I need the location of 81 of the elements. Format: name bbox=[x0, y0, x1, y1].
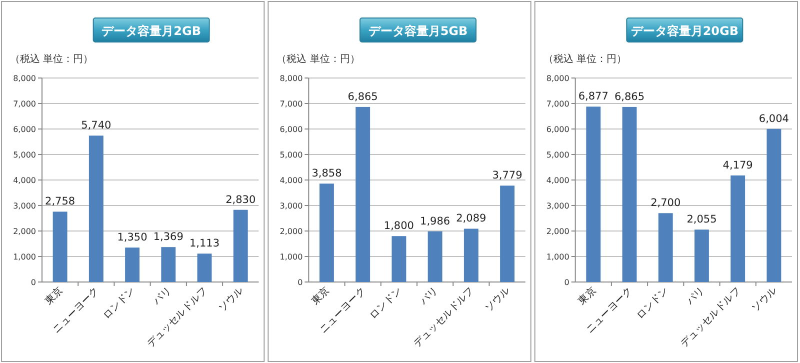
bar bbox=[161, 247, 176, 282]
data-label: 5,740 bbox=[81, 120, 112, 132]
bar bbox=[500, 186, 514, 282]
chart-subtitle: （税込 単位：円） bbox=[543, 53, 627, 65]
y-tick-label: 3,000 bbox=[280, 202, 303, 210]
bar bbox=[622, 106, 637, 282]
y-tick-label: 8,000 bbox=[546, 74, 570, 83]
y-tick-label: 2,000 bbox=[13, 227, 36, 236]
y-tick-label: 7,000 bbox=[280, 100, 303, 108]
chart-subtitle: （税込 単位：円） bbox=[276, 53, 360, 65]
data-label: 4,179 bbox=[722, 159, 753, 172]
bar bbox=[52, 212, 68, 282]
data-label: 1,369 bbox=[153, 231, 184, 244]
y-tick-label: 3,000 bbox=[13, 202, 36, 210]
bar bbox=[197, 254, 212, 282]
y-tick-label: 1,000 bbox=[546, 252, 570, 262]
data-label: 2,700 bbox=[650, 197, 681, 210]
y-tick-label: 5,000 bbox=[280, 150, 303, 160]
data-label: 2,055 bbox=[686, 214, 717, 226]
y-tick-label: 5,000 bbox=[13, 150, 36, 160]
x-tick-label: 東京 bbox=[309, 284, 332, 308]
data-label: 6,877 bbox=[578, 90, 608, 103]
y-tick-label: 4,000 bbox=[280, 176, 303, 185]
chart-title: データ容量月5GB bbox=[368, 24, 468, 38]
bar bbox=[658, 213, 673, 282]
bar bbox=[766, 128, 782, 282]
bar bbox=[428, 231, 442, 282]
bar bbox=[586, 106, 601, 282]
chart-title: データ容量月20GB bbox=[630, 24, 739, 38]
y-tick-label: 3,000 bbox=[546, 202, 570, 210]
bar bbox=[392, 236, 406, 282]
data-label: 6,865 bbox=[614, 90, 645, 103]
y-tick-label: 4,000 bbox=[546, 176, 570, 185]
y-tick-label: 2,000 bbox=[280, 227, 303, 236]
x-tick-label: ロンドン bbox=[368, 285, 404, 322]
chart-title: データ容量月2GB bbox=[102, 24, 202, 38]
bar bbox=[694, 230, 709, 282]
data-label: 2,830 bbox=[226, 194, 256, 206]
x-tick-label: ソウル bbox=[483, 285, 512, 314]
x-tick-label: パリ bbox=[684, 285, 707, 308]
y-tick-label: 1,000 bbox=[13, 252, 36, 262]
x-tick-label: パリ bbox=[150, 285, 174, 308]
y-tick-label: 7,000 bbox=[546, 100, 570, 108]
bar bbox=[125, 248, 140, 282]
x-tick-label: パリ bbox=[418, 285, 440, 308]
data-label: 3,858 bbox=[312, 168, 342, 180]
y-tick-label: 0 bbox=[30, 278, 36, 287]
y-tick-label: 5,000 bbox=[546, 150, 570, 160]
data-label: 2,089 bbox=[456, 212, 486, 225]
x-tick-label: ソウル bbox=[216, 285, 246, 314]
y-tick-label: 6,000 bbox=[13, 125, 36, 134]
y-tick-label: 1,000 bbox=[280, 252, 303, 262]
bar bbox=[730, 175, 746, 282]
bar bbox=[233, 210, 248, 282]
chart-subtitle: （税込 単位：円） bbox=[10, 53, 94, 65]
bar bbox=[320, 184, 334, 282]
y-tick-label: 6,000 bbox=[280, 125, 303, 134]
bar bbox=[356, 106, 370, 282]
x-tick-label: 東京 bbox=[576, 284, 599, 308]
y-tick-label: 8,000 bbox=[13, 74, 36, 83]
bar bbox=[464, 228, 478, 282]
y-tick-label: 2,000 bbox=[546, 227, 570, 236]
data-label: 3,779 bbox=[492, 170, 522, 182]
data-label: 1,113 bbox=[189, 238, 220, 250]
y-tick-label: 7,000 bbox=[13, 100, 36, 108]
data-label: 1,350 bbox=[117, 232, 148, 244]
data-label: 1,800 bbox=[384, 220, 414, 232]
bar bbox=[88, 136, 104, 282]
y-tick-label: 6,000 bbox=[546, 125, 570, 134]
x-tick-label: ソウル bbox=[750, 285, 780, 314]
x-tick-label: 東京 bbox=[42, 284, 66, 308]
y-tick-label: 0 bbox=[298, 278, 303, 287]
data-label: 1,986 bbox=[420, 215, 450, 228]
data-label: 6,004 bbox=[758, 112, 790, 125]
data-label: 6,865 bbox=[348, 90, 378, 103]
x-tick-label: ロンドン bbox=[101, 285, 138, 322]
data-label: 2,758 bbox=[45, 196, 76, 208]
y-tick-label: 0 bbox=[564, 278, 570, 287]
y-tick-label: 4,000 bbox=[13, 176, 36, 185]
x-tick-label: ロンドン bbox=[634, 285, 671, 322]
y-tick-label: 8,000 bbox=[280, 74, 303, 83]
